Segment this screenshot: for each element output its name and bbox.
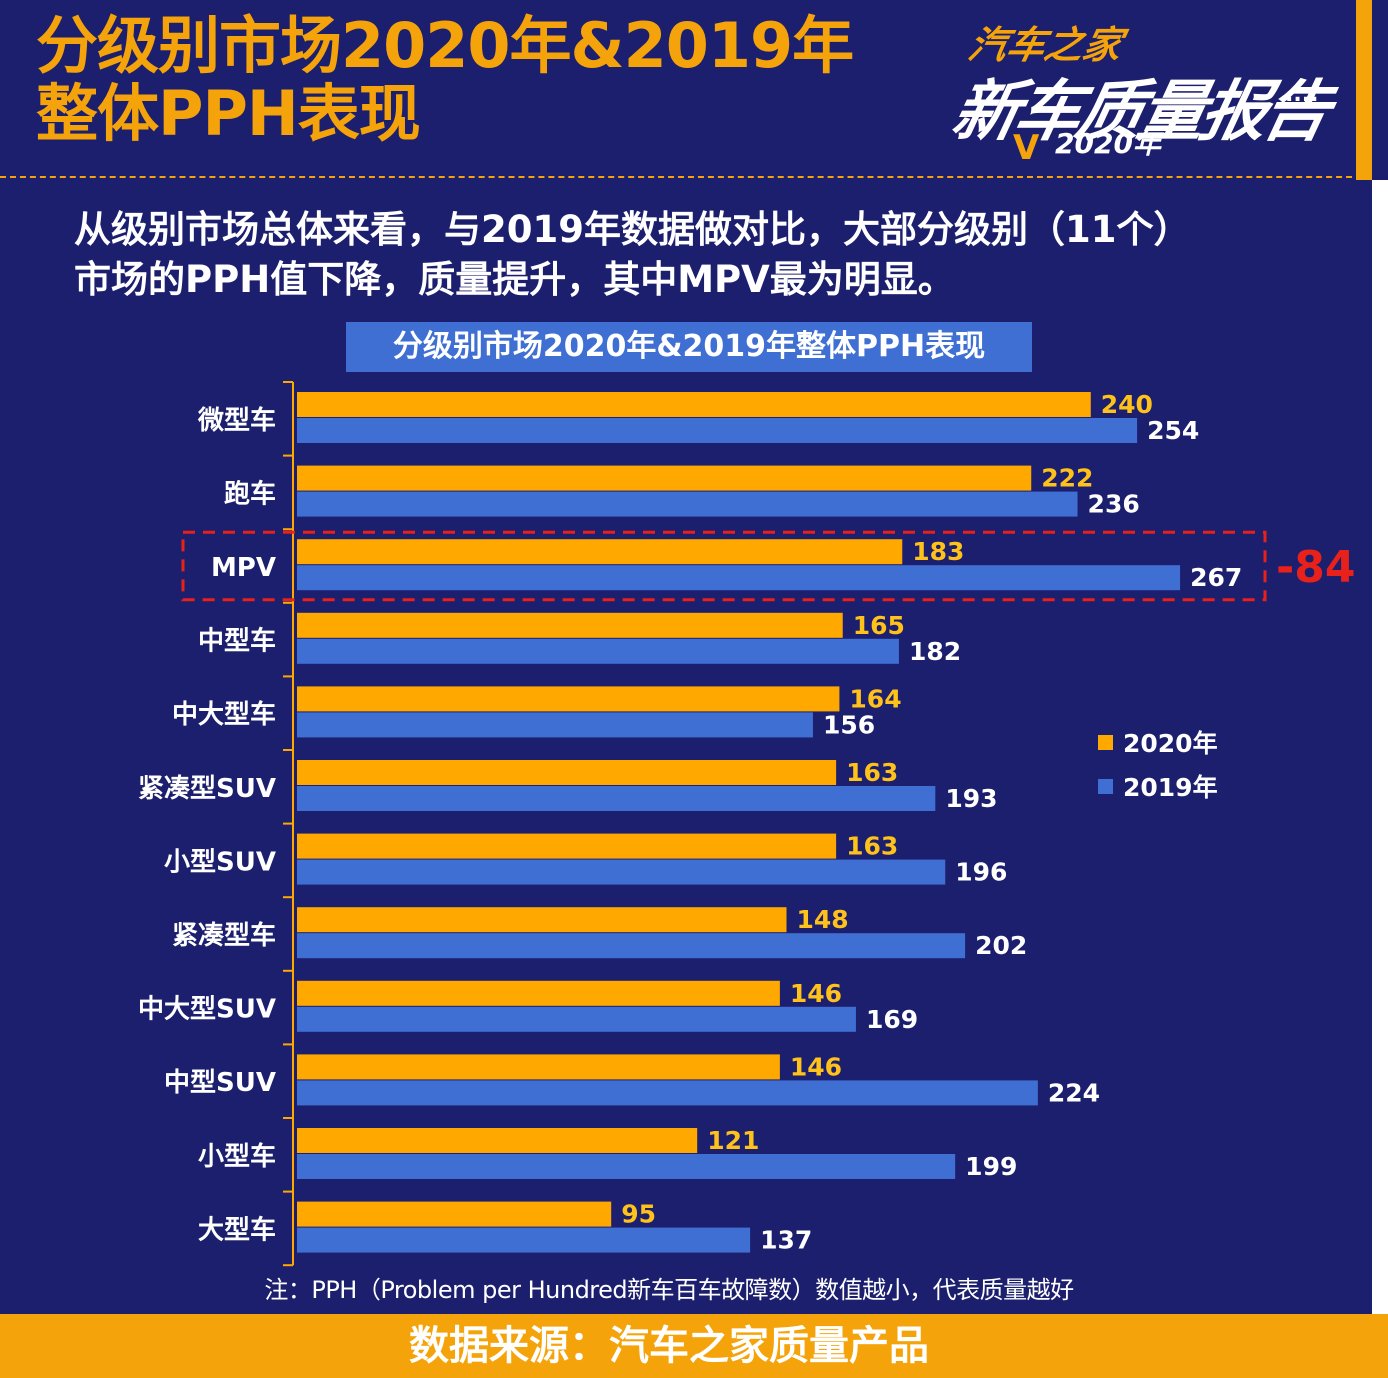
data-label-2019: 202 (975, 931, 1027, 960)
bar-2020 (297, 760, 837, 785)
category-label: 小型SUV (164, 847, 276, 877)
legend-swatch-2019 (1098, 778, 1113, 794)
category-label: 跑车 (224, 478, 276, 509)
bar-2020 (297, 1128, 698, 1153)
summary-line1: 从级别市场总体来看，与2019年数据做对比，大部分级别（11个） (74, 208, 1191, 251)
data-label-2019: 169 (866, 1005, 918, 1034)
bar-2020 (297, 833, 837, 859)
data-label-2020: 222 (1041, 464, 1093, 493)
bar-2020 (297, 465, 1032, 491)
page-title-line2: 整体PPH表现 (36, 77, 421, 150)
data-label-2020: 121 (707, 1126, 759, 1155)
data-label-2020: 183 (912, 537, 964, 566)
bar-2019 (297, 933, 966, 959)
bar-2019 (297, 1080, 1038, 1106)
mpv-difference-label: -84 (1276, 542, 1356, 593)
category-label: 紧凑型SUV (138, 774, 276, 804)
legend-label-2020: 2020年 (1123, 729, 1218, 758)
legend-item-2020: 2020年 (1098, 720, 1218, 764)
summary-line2: 市场的PPH值下降，质量提升，其中MPV最为明显。 (74, 258, 955, 301)
data-label-2019: 254 (1147, 416, 1199, 445)
data-source-footer: 数据来源：汽车之家质量产品 (0, 1314, 1388, 1378)
legend-item-2019: 2019年 (1098, 764, 1218, 808)
legend-swatch-2020 (1098, 734, 1113, 750)
data-label-2019: 182 (909, 637, 961, 666)
data-label-2020: 240 (1101, 390, 1153, 419)
category-label: 紧凑型车 (172, 920, 276, 951)
logo-check-icon: V (1013, 128, 1040, 168)
bar-2020 (297, 612, 843, 638)
bar-2020 (297, 1054, 780, 1080)
bar-2019 (297, 712, 813, 738)
data-label-2020: 164 (849, 684, 901, 713)
bar-2020 (297, 980, 780, 1006)
page-title: 分级别市场2020年&2019年 整体PPH表现 (36, 9, 854, 150)
bar-2020 (297, 1201, 612, 1227)
data-label-2019: 156 (823, 710, 875, 739)
bar-2019 (297, 418, 1138, 443)
data-label-2019: 196 (955, 858, 1007, 887)
bar-2019 (297, 786, 936, 811)
category-label: 微型车 (197, 405, 276, 436)
data-label-2020: 148 (796, 905, 848, 934)
bar-2019 (297, 1154, 956, 1179)
chart-legend: 2020年 2019年 (1098, 720, 1218, 808)
category-label: 中型SUV (164, 1068, 276, 1098)
bar-2019 (297, 565, 1181, 591)
chart-title: 分级别市场2020年&2019年整体PPH表现 (346, 322, 1032, 372)
logo-year: 2020年 (1055, 127, 1161, 160)
bar-2019 (297, 638, 899, 664)
category-label: 大型车 (198, 1214, 276, 1245)
bar-2019 (297, 1006, 856, 1032)
bar-2019 (297, 859, 946, 885)
data-label-2019: 137 (760, 1226, 812, 1255)
data-label-2020: 163 (846, 832, 898, 861)
data-label-2020: 95 (621, 1200, 656, 1229)
data-label-2019: 236 (1088, 490, 1140, 519)
mpv-highlight-box (181, 530, 1267, 602)
category-label: 中型车 (198, 626, 276, 657)
bar-2020 (297, 686, 840, 712)
right-edge-strip (1372, 180, 1388, 1315)
data-label-2019: 224 (1048, 1078, 1100, 1107)
data-label-2019: 267 (1190, 563, 1242, 592)
data-label-2019: 199 (965, 1152, 1017, 1181)
data-label-2020: 165 (853, 611, 905, 640)
summary-text: 从级别市场总体来看，与2019年数据做对比，大部分级别（11个） 市场的PPH值… (74, 205, 1314, 305)
data-label-2020: 146 (790, 1052, 842, 1081)
data-label-2020: 146 (790, 979, 842, 1008)
category-label: MPV (211, 553, 276, 583)
bar-2020 (297, 539, 903, 565)
bar-2020 (297, 907, 787, 933)
bar-2019 (297, 1227, 751, 1253)
chart-note: 注：PPH（Problem per Hundred新车百车故障数）数值越小，代表… (264, 1276, 1074, 1304)
data-label-2019: 193 (945, 784, 997, 813)
header-divider (0, 176, 1372, 178)
category-label: 中大型车 (172, 699, 276, 730)
report-logo: 汽车之家 新车质量报告 .... V 2020年 (946, 10, 1335, 170)
category-label: 中大型SUV (138, 995, 276, 1025)
bar-2020 (297, 392, 1091, 417)
data-label-2020: 163 (846, 758, 898, 787)
category-label: 小型车 (198, 1141, 276, 1172)
logo-dots-icon: .... (1285, 82, 1319, 107)
bar-2019 (297, 491, 1078, 517)
page-title-line1: 分级别市场2020年&2019年 (36, 9, 854, 82)
right-accent-bar (1356, 0, 1372, 180)
legend-label-2019: 2019年 (1123, 773, 1218, 802)
